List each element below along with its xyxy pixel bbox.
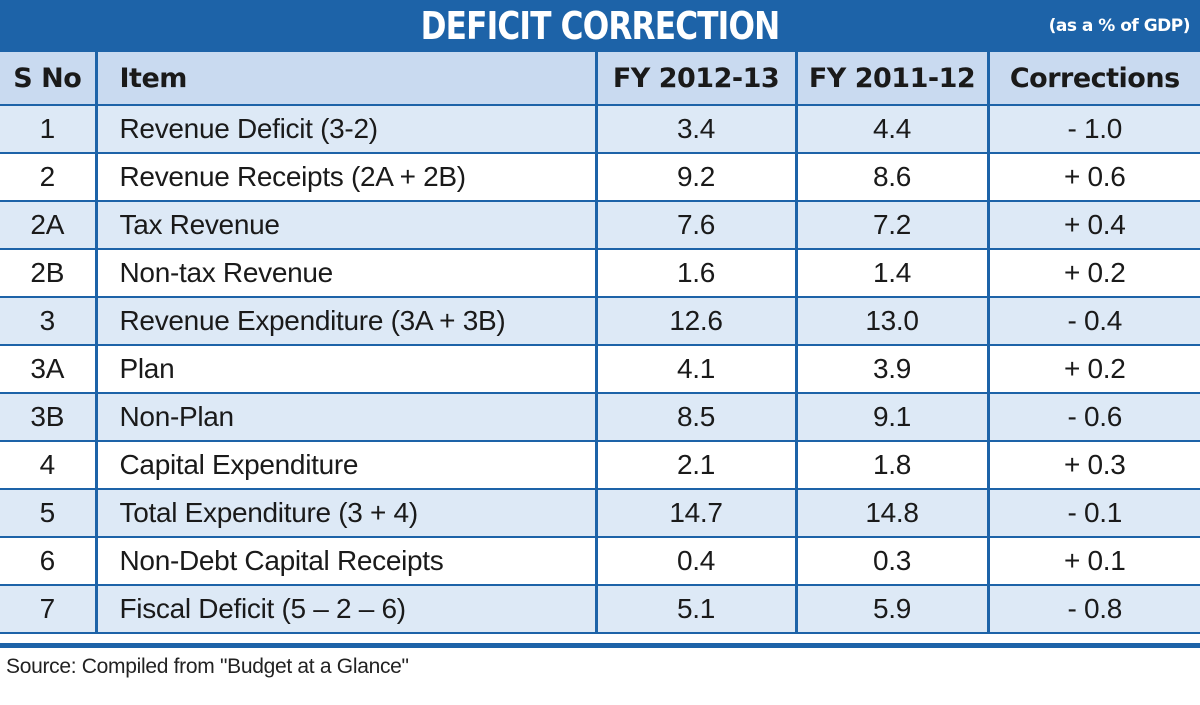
cell-fy2011-12: 8.6: [796, 153, 990, 202]
bottom-rule: [0, 643, 1200, 648]
data-table: S No Item FY 2012-13 FY 2011-12 Correcti…: [0, 52, 1200, 634]
cell-sno: 1: [0, 105, 98, 154]
cell-fy2012-13: 8.5: [596, 393, 798, 442]
cell-item: Non-tax Revenue: [96, 249, 598, 298]
cell-sno: 6: [0, 537, 98, 586]
cell-sno: 4: [0, 441, 98, 490]
cell-fy2011-12: 3.9: [796, 345, 990, 394]
cell-item: Revenue Expenditure (3A + 3B): [96, 297, 598, 346]
cell-fy2011-12: 5.9: [796, 585, 990, 634]
column-header-item: Item: [96, 52, 598, 106]
cell-sno: 3A: [0, 345, 98, 394]
table-row: 1 Revenue Deficit (3-2) 3.4 4.4- 1.0: [0, 105, 1200, 154]
table-row: 5 Total Expenditure (3 + 4) 14.7 14.8- 0.1: [0, 489, 1200, 538]
cell-fy2012-13: 3.4: [596, 105, 798, 154]
title-bar: DEFICIT CORRECTION (as a % of GDP): [0, 0, 1200, 52]
cell-correction: + 0.3: [988, 441, 1200, 490]
table-row: 4 Capital Expenditure 2.1 1.8 + 0.3: [0, 441, 1200, 490]
cell-fy2011-12: 13.0: [796, 297, 990, 346]
cell-fy2012-13: 14.7: [596, 489, 798, 538]
column-header-corrections: Corrections: [988, 52, 1200, 106]
cell-fy2011-12: 0.3: [796, 537, 990, 586]
column-header-fy2012-13: FY 2012-13: [596, 52, 798, 106]
column-header-fy2011-12: FY 2011-12: [796, 52, 990, 106]
table-row: 2 Revenue Receipts (2A + 2B) 9.2 8.6 + 0.6: [0, 153, 1200, 202]
cell-correction: + 0.2: [988, 249, 1200, 298]
cell-fy2011-12: 14.8: [796, 489, 990, 538]
cell-correction: - 0.8: [988, 585, 1200, 634]
cell-fy2012-13: 2.1: [596, 441, 798, 490]
cell-item: Non-Plan: [96, 393, 598, 442]
cell-item: Plan: [96, 345, 598, 394]
cell-fy2012-13: 4.1: [596, 345, 798, 394]
source-note: Source: Compiled from "Budget at a Glanc…: [6, 655, 409, 678]
table-row: 6 Non-Debt Capital Receipts 0.4 0.3 + 0.1: [0, 537, 1200, 586]
cell-fy2011-12: 1.8: [796, 441, 990, 490]
cell-correction: - 1.0: [988, 105, 1200, 154]
cell-item: Revenue Deficit (3-2): [96, 105, 598, 154]
cell-fy2011-12: 4.4: [796, 105, 990, 154]
table-header-row: S No Item FY 2012-13 FY 2011-12 Correcti…: [0, 52, 1200, 106]
cell-item: Revenue Receipts (2A + 2B): [96, 153, 598, 202]
cell-sno: 5: [0, 489, 98, 538]
cell-correction: + 0.4: [988, 201, 1200, 250]
cell-fy2012-13: 5.1: [596, 585, 798, 634]
cell-correction: + 0.2: [988, 345, 1200, 394]
table-row: 3 Revenue Expenditure (3A + 3B) 12.6 13.0- …: [0, 297, 1200, 346]
cell-fy2011-12: 1.4: [796, 249, 990, 298]
column-header-sno: S No: [0, 52, 98, 106]
chart-title: DEFICIT CORRECTION: [420, 4, 781, 48]
cell-sno: 7: [0, 585, 98, 634]
table-row: 2B Non-tax Revenue 1.6 1.4 + 0.2: [0, 249, 1200, 298]
cell-correction: + 0.1: [988, 537, 1200, 586]
cell-fy2012-13: 0.4: [596, 537, 798, 586]
cell-sno: 3B: [0, 393, 98, 442]
cell-correction: - 0.6: [988, 393, 1200, 442]
table-row: 3B Non-Plan 8.5 9.1- 0.6: [0, 393, 1200, 442]
cell-item: Capital Expenditure: [96, 441, 598, 490]
cell-sno: 2A: [0, 201, 98, 250]
cell-fy2012-13: 1.6: [596, 249, 798, 298]
cell-item: Tax Revenue: [96, 201, 598, 250]
cell-sno: 2B: [0, 249, 98, 298]
table-row: 3A Plan 4.1 3.9 + 0.2: [0, 345, 1200, 394]
cell-correction: - 0.4: [988, 297, 1200, 346]
cell-sno: 3: [0, 297, 98, 346]
cell-correction: + 0.6: [988, 153, 1200, 202]
cell-item: Fiscal Deficit (5 – 2 – 6): [96, 585, 598, 634]
cell-sno: 2: [0, 153, 98, 202]
cell-fy2011-12: 7.2: [796, 201, 990, 250]
cell-item: Non-Debt Capital Receipts: [96, 537, 598, 586]
cell-fy2012-13: 7.6: [596, 201, 798, 250]
cell-fy2011-12: 9.1: [796, 393, 990, 442]
unit-note: (as a % of GDP): [1048, 16, 1191, 36]
table-row: 2A Tax Revenue 7.6 7.2 + 0.4: [0, 201, 1200, 250]
cell-fy2012-13: 12.6: [596, 297, 798, 346]
cell-correction: - 0.1: [988, 489, 1200, 538]
cell-item: Total Expenditure (3 + 4): [96, 489, 598, 538]
table-row: 7 Fiscal Deficit (5 – 2 – 6) 5.1 5.9- 0.8: [0, 585, 1200, 634]
cell-fy2012-13: 9.2: [596, 153, 798, 202]
